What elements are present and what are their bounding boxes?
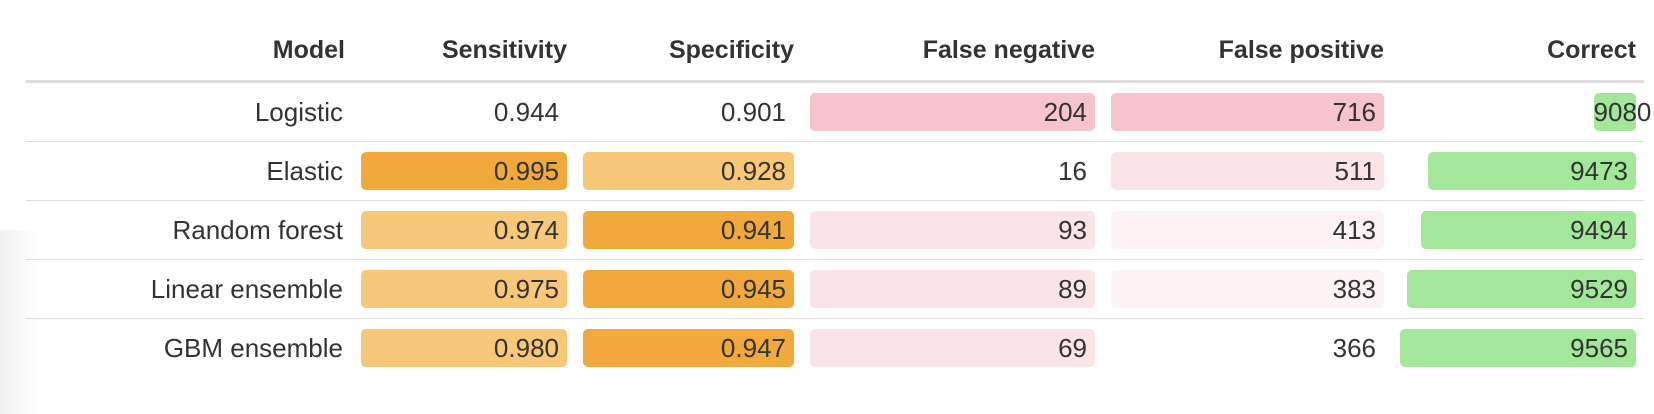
false-positive-cell: 413 (1103, 200, 1392, 260)
header-false-negative: False negative (802, 20, 1103, 83)
sensitivity-value: 0.980 (361, 329, 567, 367)
model-cell: Elastic (26, 141, 353, 201)
table-row: Logistic 0.944 0.901 204 716 9080 (26, 81, 1651, 142)
correct-cell: 9473 (1392, 141, 1644, 201)
correct-cell: 9080 (1392, 81, 1651, 142)
false-positive-cell: 366 (1103, 319, 1392, 378)
false-positive-value: 383 (1111, 270, 1384, 308)
correct-cell: 9529 (1392, 259, 1644, 319)
correct-bar: 9494 (1421, 211, 1636, 249)
false-negative-cell: 16 (802, 141, 1103, 201)
sensitivity-cell: 0.980 (353, 319, 575, 378)
header-specificity: Specificity (575, 20, 802, 83)
false-positive-cell: 511 (1103, 141, 1392, 201)
specificity-cell: 0.901 (575, 81, 802, 142)
model-cell: GBM ensemble (163, 332, 343, 363)
table-row: Elastic 0.995 0.928 16 511 9473 (26, 141, 1644, 201)
false-positive-value: 366 (1332, 333, 1376, 363)
table-row: Random forest 0.974 0.941 93 413 9494 (26, 200, 1644, 260)
header-false-positive: False positive (1103, 20, 1392, 83)
specificity-cell: 0.941 (575, 200, 802, 260)
false-negative-value: 93 (810, 211, 1095, 249)
false-negative-cell: 89 (802, 259, 1103, 319)
false-positive-cell: 383 (1103, 259, 1392, 319)
false-negative-value: 89 (810, 270, 1095, 308)
correct-bar: 9473 (1428, 152, 1636, 190)
false-negative-value: 204 (810, 93, 1095, 131)
false-positive-cell: 716 (1103, 81, 1392, 142)
false-negative-cell: 69 (802, 319, 1103, 378)
sensitivity-value: 0.974 (361, 211, 567, 249)
table-row: GBM ensemble 0.980 0.947 69 366 9565 (26, 319, 1644, 378)
false-negative-cell: 93 (802, 200, 1103, 260)
specificity-value: 0.901 (720, 97, 786, 127)
correct-bar: 9080 (1593, 93, 1651, 131)
false-negative-value: 69 (810, 329, 1095, 367)
specificity-value: 0.947 (583, 329, 794, 367)
sensitivity-cell: 0.975 (353, 259, 575, 319)
model-cell: Logistic (26, 81, 353, 142)
correct-bar: 9565 (1400, 329, 1636, 367)
correct-cell: 9494 (1392, 200, 1644, 260)
sensitivity-cell: 0.974 (353, 200, 575, 260)
model-cell: Random forest (26, 200, 353, 260)
sensitivity-cell: 0.995 (353, 141, 575, 201)
correct-cell: 9565 (1392, 319, 1644, 378)
correct-bar: 9529 (1407, 270, 1636, 308)
false-negative-value: 16 (1058, 156, 1087, 186)
specificity-value: 0.928 (583, 152, 794, 190)
specificity-cell: 0.947 (575, 319, 802, 378)
model-comparison-table: Model Sensitivity Specificity False nega… (26, 20, 1651, 378)
sensitivity-value: 0.975 (361, 270, 567, 308)
false-positive-value: 413 (1111, 211, 1384, 249)
model-cell: Linear ensemble (26, 259, 353, 319)
sensitivity-value: 0.995 (361, 152, 567, 190)
specificity-value: 0.941 (583, 211, 794, 249)
header-sensitivity: Sensitivity (353, 20, 575, 83)
header-model: Model (26, 20, 353, 83)
false-negative-cell: 204 (802, 81, 1103, 142)
false-positive-value: 511 (1111, 152, 1384, 190)
table-row: Linear ensemble 0.975 0.945 89 383 9529 (26, 259, 1644, 319)
false-positive-value: 716 (1111, 93, 1384, 131)
header-correct: Correct (1392, 20, 1644, 83)
header-row: Model Sensitivity Specificity False nega… (26, 20, 1644, 83)
specificity-cell: 0.945 (575, 259, 802, 319)
sensitivity-cell: 0.944 (353, 81, 575, 142)
specificity-cell: 0.928 (575, 141, 802, 201)
specificity-value: 0.945 (583, 270, 794, 308)
sensitivity-value: 0.944 (493, 97, 559, 127)
